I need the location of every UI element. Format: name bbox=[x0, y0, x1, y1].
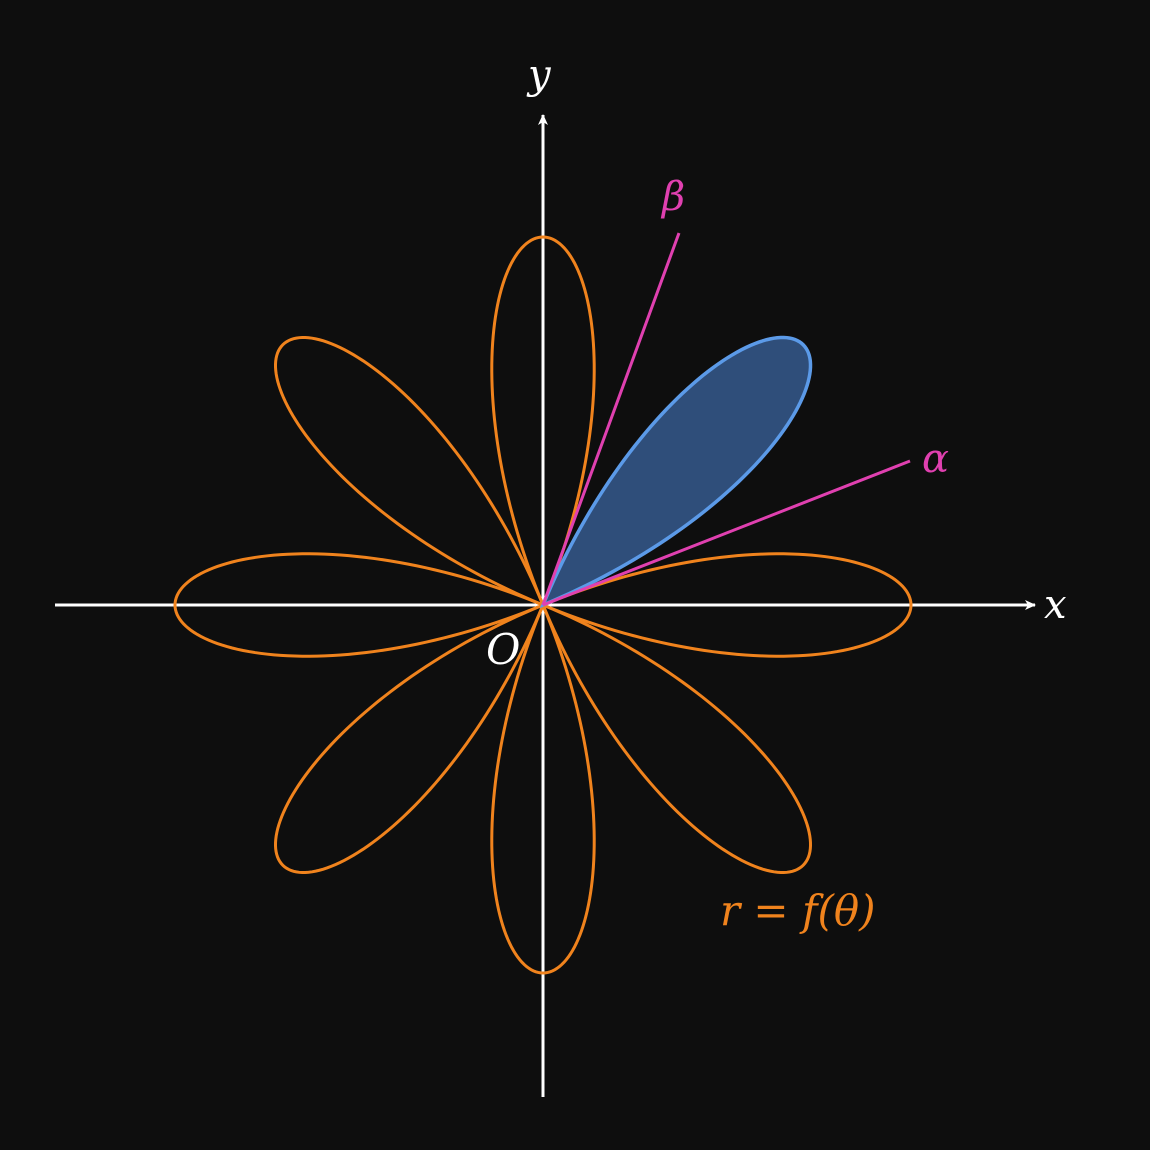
x-axis-label: x bbox=[1044, 582, 1067, 628]
petal-north bbox=[490, 235, 596, 609]
petal-northwest bbox=[273, 335, 546, 608]
shaded-region bbox=[539, 335, 813, 609]
curve-equation-label: r = f(θ) bbox=[720, 886, 876, 935]
petal-south bbox=[490, 601, 596, 975]
petal-southwest bbox=[273, 602, 546, 875]
petal-southeast bbox=[540, 602, 813, 875]
alpha-label: α bbox=[922, 436, 949, 482]
ray-beta bbox=[541, 232, 681, 606]
y-axis-label: y bbox=[526, 52, 552, 98]
beta-label: β bbox=[660, 174, 685, 220]
origin-label: O bbox=[486, 625, 520, 674]
petal-east bbox=[539, 552, 913, 658]
ray-alpha bbox=[542, 459, 911, 607]
petal-west bbox=[173, 552, 547, 658]
